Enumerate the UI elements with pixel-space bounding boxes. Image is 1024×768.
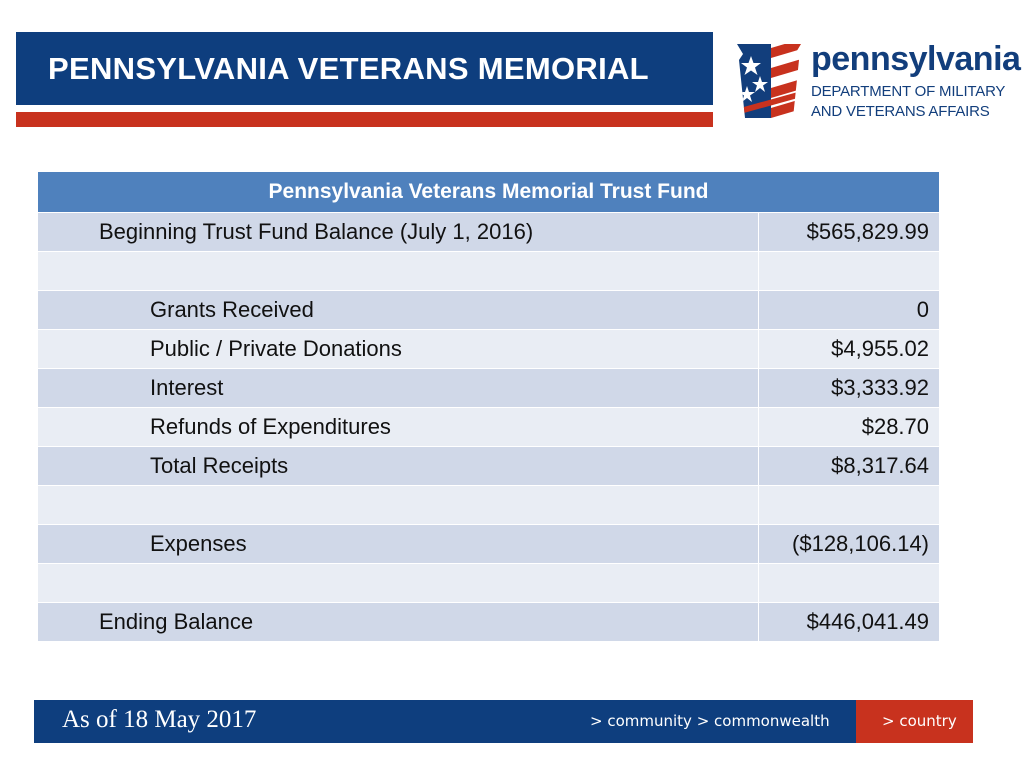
table-row [37, 485, 941, 525]
table-row: Grants Received 0 [37, 290, 941, 330]
table-row: Ending Balance $446,041.49 [37, 602, 941, 642]
row-label: Expenses [37, 524, 759, 564]
row-label: Total Receipts [37, 446, 759, 486]
row-label: Refunds of Expenditures [37, 407, 759, 447]
dmva-logo: pennsylvania DEPARTMENT OF MILITARY AND … [733, 36, 1021, 126]
footer-blue-band [34, 700, 856, 743]
row-label [37, 563, 759, 603]
table-row [37, 563, 941, 603]
logo-dept-line1: DEPARTMENT OF MILITARY [811, 83, 1006, 100]
page-title: PENNSYLVANIA VETERANS MEMORIAL [48, 50, 649, 86]
row-label: Interest [37, 368, 759, 408]
flag-keystone-logo-icon [737, 44, 801, 118]
row-value: ($128,106.14) [757, 524, 941, 564]
title-bar: PENNSYLVANIA VETERANS MEMORIAL [16, 32, 713, 105]
row-value [757, 251, 941, 291]
title-divider [16, 105, 713, 112]
footer-country: > country [882, 712, 957, 730]
row-value: $28.70 [757, 407, 941, 447]
row-label: Beginning Trust Fund Balance (July 1, 20… [37, 212, 759, 252]
table-row [37, 251, 941, 291]
footer-bar: As of 18 May 2017 > community > commonwe… [34, 700, 973, 743]
table-title: Pennsylvania Veterans Memorial Trust Fun… [36, 171, 941, 213]
row-value: $446,041.49 [757, 602, 941, 642]
row-label: Grants Received [37, 290, 759, 330]
row-label [37, 485, 759, 525]
trust-fund-table: Pennsylvania Veterans Memorial Trust Fun… [36, 171, 941, 642]
title-red-stripe [16, 112, 713, 127]
table-row: Expenses ($128,106.14) [37, 524, 941, 564]
logo-wordmark: pennsylvania [811, 40, 1021, 78]
table-body: Beginning Trust Fund Balance (July 1, 20… [37, 212, 941, 642]
row-label: Public / Private Donations [37, 329, 759, 369]
table-row: Total Receipts $8,317.64 [37, 446, 941, 486]
row-value [757, 563, 941, 603]
row-label [37, 251, 759, 291]
table-row: Public / Private Donations $4,955.02 [37, 329, 941, 369]
footer-tagline: > community > commonwealth [590, 712, 830, 730]
row-value: 0 [757, 290, 941, 330]
footer-red-band [856, 700, 973, 743]
table-row: Refunds of Expenditures $28.70 [37, 407, 941, 447]
row-value: $565,829.99 [757, 212, 941, 252]
row-value: $3,333.92 [757, 368, 941, 408]
row-value [757, 485, 941, 525]
logo-dept-line2: AND VETERANS AFFAIRS [811, 103, 990, 120]
row-label: Ending Balance [37, 602, 759, 642]
footer-date: As of 18 May 2017 [62, 706, 257, 733]
row-value: $8,317.64 [757, 446, 941, 486]
table-row: Interest $3,333.92 [37, 368, 941, 408]
row-value: $4,955.02 [757, 329, 941, 369]
table-row: Beginning Trust Fund Balance (July 1, 20… [37, 212, 941, 252]
